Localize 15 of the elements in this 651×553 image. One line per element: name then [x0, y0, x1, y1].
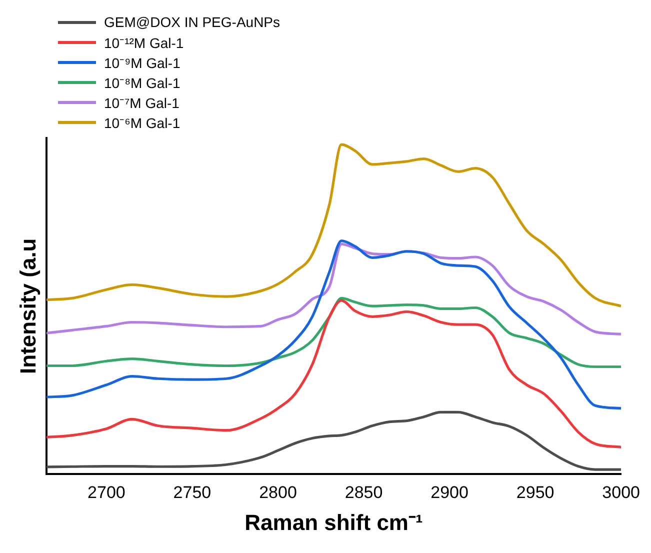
legend-label: 10⁻¹²M Gal-1	[104, 34, 184, 52]
x-tick-label: 2900	[430, 483, 468, 502]
legend-label: 10⁻⁸M Gal-1	[104, 74, 180, 92]
legend-label: 10⁻⁹M Gal-1	[104, 54, 180, 72]
x-tick-label: 2750	[173, 483, 212, 502]
legend-label: 10⁻⁶M Gal-1	[104, 114, 180, 132]
x-tick-label: 3000	[602, 483, 640, 502]
x-tick-label: 2850	[344, 483, 383, 502]
x-tick-label: 2950	[516, 483, 554, 502]
legend-label: 10⁻⁷M Gal-1	[104, 94, 180, 112]
x-tick-label: 2700	[88, 483, 126, 502]
x-axis-title: Raman shift cm⁻¹	[244, 510, 423, 535]
legend-label: GEM@DOX IN PEG-AuNPs	[104, 14, 280, 30]
x-tick-label: 2800	[259, 483, 297, 502]
y-axis-title: Intensity (a.u	[15, 238, 40, 374]
